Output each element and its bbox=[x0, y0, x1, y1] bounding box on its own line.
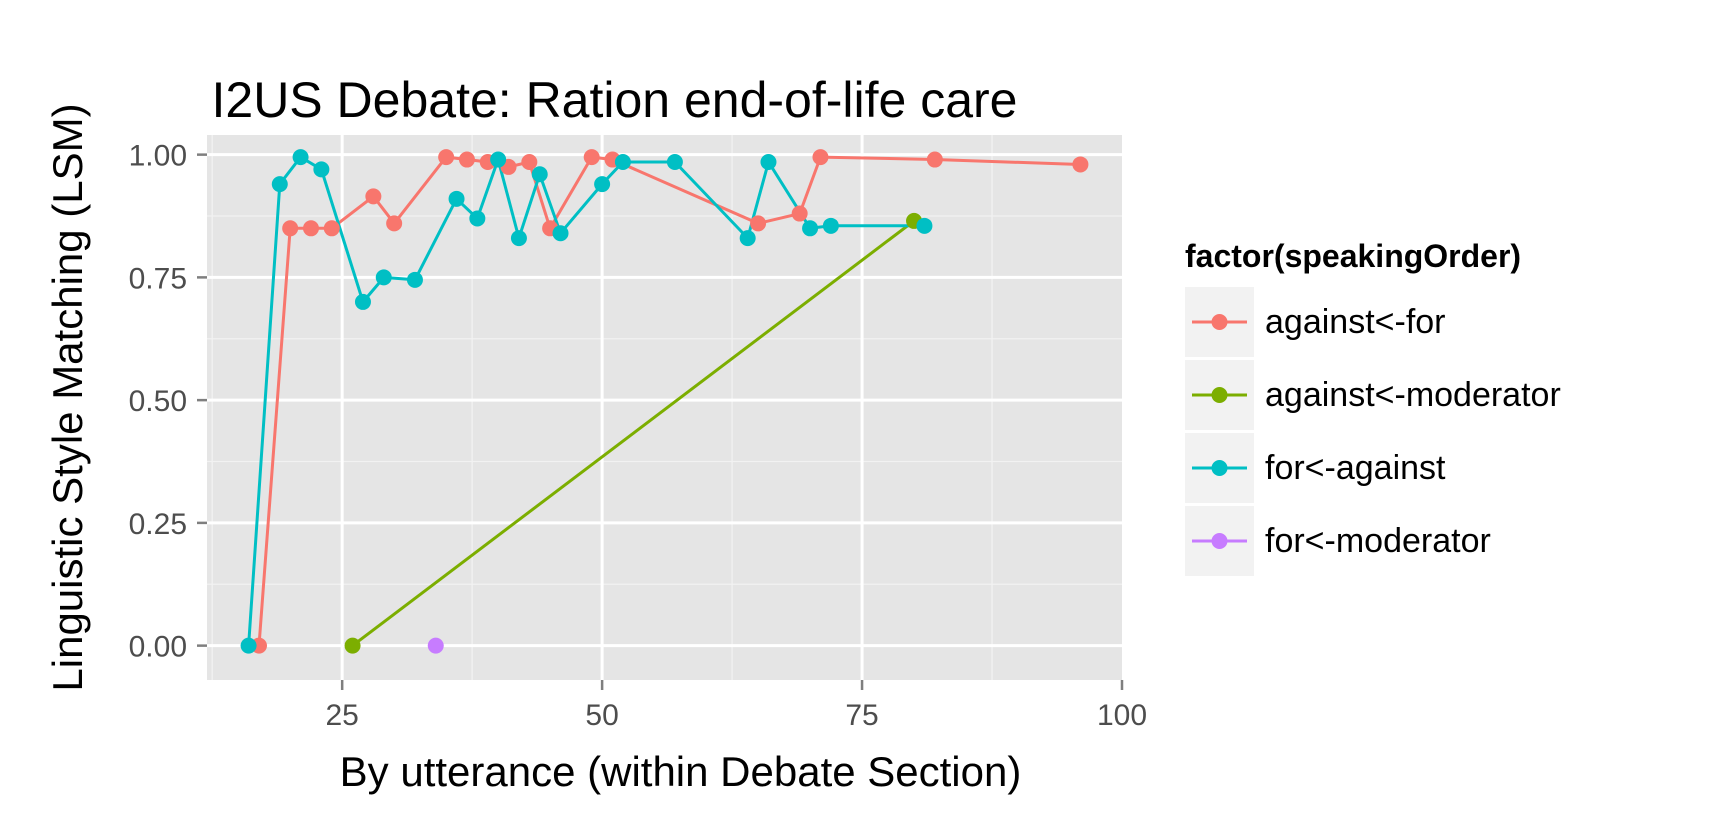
legend-key-point bbox=[1211, 387, 1228, 403]
y-axis: 0.00 0.25 0.50 0.75 1.00 bbox=[129, 140, 207, 664]
data-point-for-against bbox=[594, 176, 611, 193]
data-layer bbox=[240, 149, 1089, 654]
chart-title: I2US Debate: Ration end-of-life care bbox=[212, 72, 1018, 128]
data-point-against-for bbox=[521, 154, 538, 171]
legend-item-for-moderator: for<-moderator bbox=[1185, 506, 1491, 576]
data-point-against-for bbox=[583, 149, 600, 166]
data-point-for-moderator bbox=[427, 637, 444, 654]
data-point-for-against bbox=[739, 230, 756, 247]
data-point-against-for bbox=[458, 151, 475, 168]
data-point-for-against bbox=[760, 154, 777, 171]
legend-label: for<-moderator bbox=[1265, 522, 1491, 560]
data-point-for-against bbox=[448, 190, 465, 207]
x-tick-label: 75 bbox=[845, 699, 878, 732]
legend: factor(speakingOrder) against<-for against… bbox=[1185, 238, 1561, 576]
y-tick-label: 0.25 bbox=[129, 508, 187, 541]
y-tick-label: 0.50 bbox=[129, 385, 187, 418]
data-point-for-against bbox=[614, 154, 631, 171]
data-point-for-against bbox=[916, 217, 933, 234]
data-point-against-for bbox=[812, 149, 829, 166]
y-tick-label: 0.75 bbox=[129, 262, 187, 295]
data-point-for-against bbox=[490, 151, 507, 168]
data-point-against-for bbox=[302, 220, 319, 237]
y-tick-label: 1.00 bbox=[129, 140, 187, 173]
legend-key-point bbox=[1211, 314, 1228, 330]
x-axis-label: By utterance (within Debate Section) bbox=[340, 748, 1022, 795]
data-point-against-moderator bbox=[344, 637, 361, 654]
data-point-against-for bbox=[438, 149, 455, 166]
data-point-against-for bbox=[926, 151, 943, 168]
legend-label: for<-against bbox=[1265, 449, 1446, 487]
data-point-against-for bbox=[1072, 156, 1089, 173]
legend-title: factor(speakingOrder) bbox=[1185, 238, 1521, 274]
plot-panel bbox=[207, 135, 1122, 680]
data-point-against-for bbox=[386, 215, 403, 232]
data-point-for-against bbox=[666, 154, 683, 171]
data-point-for-against bbox=[531, 166, 548, 183]
x-tick-label: 25 bbox=[325, 699, 358, 732]
legend-label: against<-moderator bbox=[1265, 376, 1561, 414]
data-point-against-for bbox=[750, 215, 767, 232]
data-point-for-against bbox=[510, 230, 527, 247]
y-axis-label: Linguistic Style Matching (LSM) bbox=[44, 103, 91, 691]
data-point-for-against bbox=[240, 637, 257, 654]
legend-label: against<-for bbox=[1265, 303, 1446, 341]
data-point-for-against bbox=[375, 269, 392, 286]
minor-grid bbox=[207, 135, 1122, 680]
legend-item-for-against: for<-against bbox=[1185, 433, 1446, 503]
series-line-against-moderator bbox=[351, 219, 915, 647]
data-point-for-against bbox=[822, 217, 839, 234]
x-tick-label: 50 bbox=[585, 699, 618, 732]
data-point-for-against bbox=[354, 293, 371, 310]
x-tick-label: 100 bbox=[1097, 699, 1147, 732]
legend-item-against-moderator: against<-moderator bbox=[1185, 360, 1561, 430]
data-point-for-against bbox=[271, 176, 288, 193]
legend-key-point bbox=[1211, 460, 1228, 476]
data-point-against-for bbox=[365, 188, 382, 205]
data-point-for-against bbox=[802, 220, 819, 237]
data-point-for-against bbox=[469, 210, 486, 227]
data-point-for-against bbox=[406, 271, 423, 288]
data-point-against-for bbox=[323, 220, 340, 237]
legend-item-against-for: against<-for bbox=[1185, 287, 1446, 357]
y-tick-label: 0.00 bbox=[129, 631, 187, 664]
data-point-for-against bbox=[292, 149, 309, 166]
data-point-for-against bbox=[313, 161, 330, 178]
data-point-against-for bbox=[282, 220, 299, 237]
x-axis: 25 50 75 100 bbox=[325, 680, 1147, 732]
data-point-against-for bbox=[791, 205, 808, 222]
data-point-for-against bbox=[552, 225, 569, 242]
legend-key-point bbox=[1211, 533, 1228, 549]
